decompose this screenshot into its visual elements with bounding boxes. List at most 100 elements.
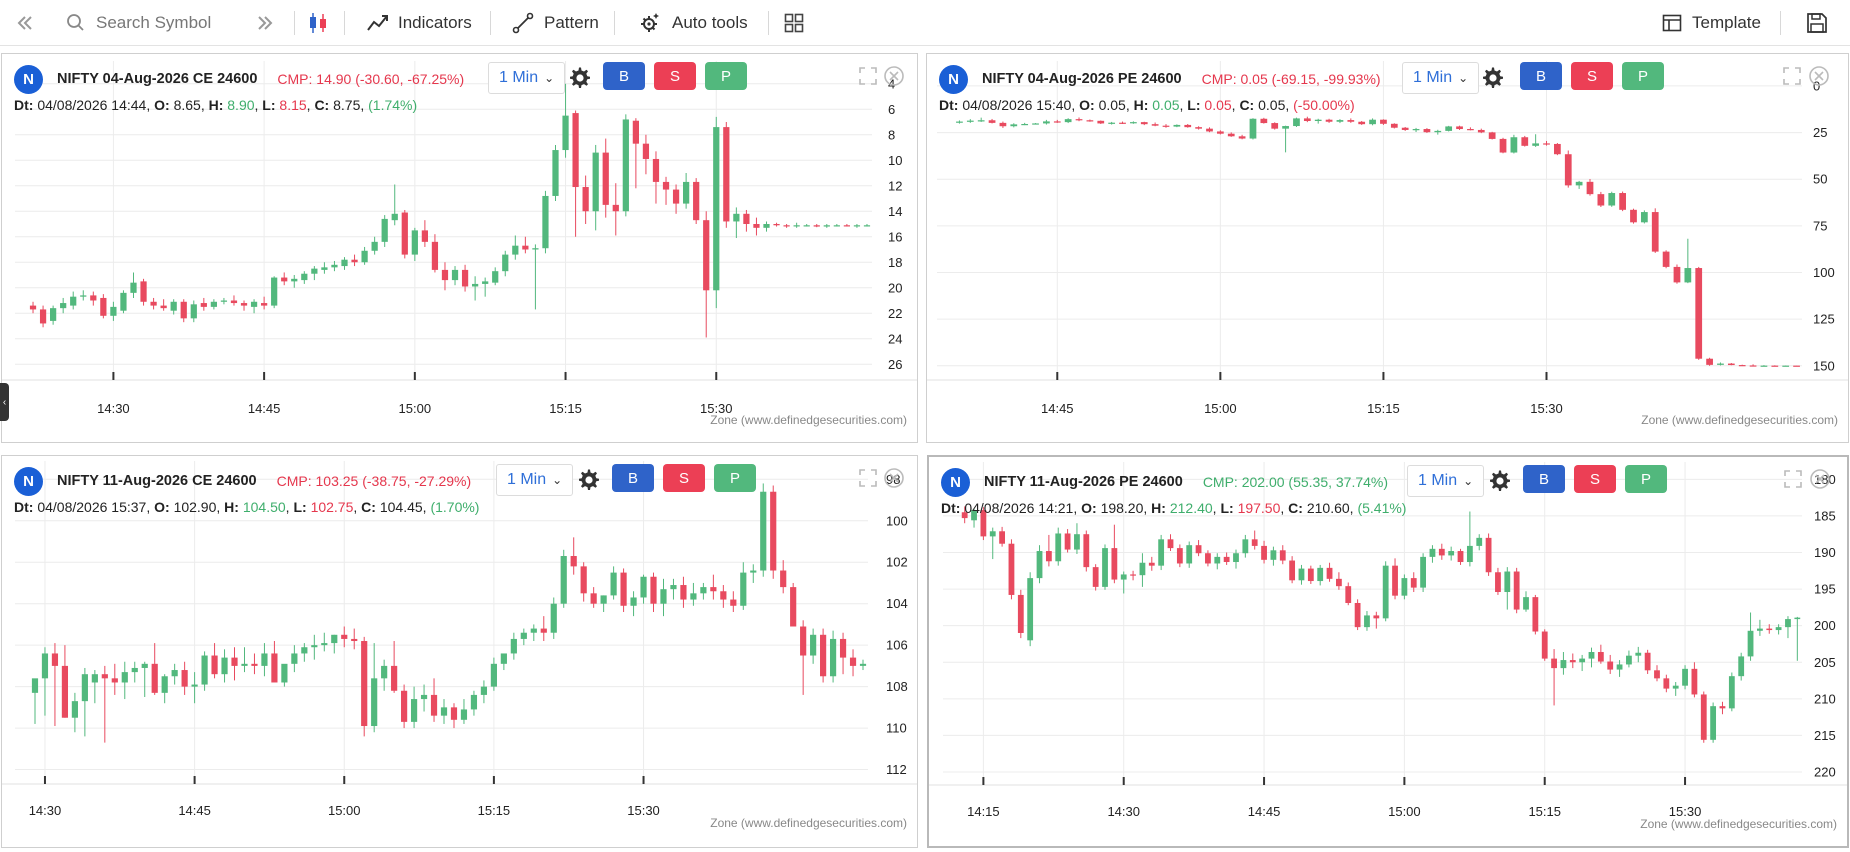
candle-body <box>1364 615 1370 628</box>
indicators-button[interactable]: Indicators <box>366 0 472 46</box>
candle-body <box>1336 120 1344 122</box>
candle <box>833 224 840 227</box>
candle <box>1684 238 1692 284</box>
buy-button[interactable]: B <box>603 62 645 90</box>
buy-button[interactable]: B <box>1520 62 1562 90</box>
candle-body <box>1457 551 1464 563</box>
chart-panel[interactable]: 26 24 22 20 18 16 14 12 10 8 6 4 14:30 14:45 15:00 15:1… <box>1 53 918 443</box>
symbol-title[interactable]: NIFTY 04-Aug-2026 CE 24600 <box>57 71 258 87</box>
panel-header: N NIFTY 11-Aug-2026 CE 24600 CMP: 103.25… <box>14 465 471 497</box>
candle <box>1401 126 1409 131</box>
candle <box>181 661 188 695</box>
close-icon[interactable] <box>1807 64 1831 88</box>
candlestick-chart[interactable]: 26 24 22 20 18 16 14 12 10 8 6 4 14:30 14:45 15:00 15:1… <box>2 54 918 443</box>
buy-button[interactable]: B <box>612 464 654 492</box>
candlestick-chart[interactable]: 1121101081061041021009814:3014:4515:0015… <box>2 456 918 848</box>
chart-panel[interactable]: 1121101081061041021009814:3014:4515:0015… <box>1 455 918 848</box>
candle <box>91 670 98 704</box>
sell-button[interactable]: S <box>1574 465 1616 493</box>
chart-panel[interactable]: 150 125 100 75 50 25 0 14:45 15:00 15:15 15:30 N N… <box>926 53 1849 443</box>
close-icon[interactable] <box>1808 467 1832 491</box>
candle-body <box>1756 628 1763 631</box>
expand-right-button[interactable] <box>254 0 276 46</box>
candle-body <box>472 283 479 287</box>
candle-body <box>1184 124 1192 128</box>
pattern-button[interactable]: Pattern <box>512 0 599 46</box>
sell-button[interactable]: S <box>663 464 705 492</box>
template-button[interactable]: Template <box>1662 0 1761 46</box>
save-layout-button[interactable] <box>1806 0 1828 46</box>
candle-body <box>783 225 790 227</box>
symbol-title[interactable]: NIFTY 04-Aug-2026 PE 24600 <box>982 71 1182 87</box>
expand-icon[interactable] <box>856 64 880 88</box>
candle-body <box>720 591 727 600</box>
exchange-badge: N <box>14 64 43 94</box>
chart-type-button[interactable] <box>306 0 330 46</box>
candle-body <box>790 587 797 627</box>
candle <box>580 562 587 602</box>
timeframe-select[interactable]: 1 Min ⌄ <box>496 464 574 496</box>
gear-icon[interactable] <box>1488 469 1512 493</box>
candle-body <box>220 300 228 302</box>
candle-body <box>411 230 418 255</box>
candle <box>420 684 428 712</box>
candle <box>180 299 187 323</box>
candle-body <box>1238 136 1246 139</box>
y-tick-label: 220 <box>1814 765 1836 780</box>
auto-tools-button[interactable]: Auto tools <box>638 0 748 46</box>
candlestick-chart[interactable]: 150 125 100 75 50 25 0 14:45 15:00 15:15 15:30 <box>927 54 1849 443</box>
candle <box>210 299 217 310</box>
expand-icon[interactable] <box>1781 467 1805 491</box>
candle-body <box>813 225 820 227</box>
buy-button[interactable]: B <box>1523 465 1565 493</box>
collapse-left-button[interactable] <box>14 0 36 46</box>
gear-icon[interactable] <box>577 468 601 492</box>
y-tick-label: 22 <box>888 306 902 321</box>
position-button[interactable]: P <box>705 62 747 90</box>
timeframe-select[interactable]: 1 Min ⌄ <box>1402 62 1480 94</box>
close-icon[interactable] <box>882 64 906 88</box>
symbol-title[interactable]: NIFTY 11-Aug-2026 CE 24600 <box>57 473 257 489</box>
candle-body <box>582 187 589 212</box>
candle <box>90 291 97 306</box>
expand-icon[interactable] <box>1780 64 1804 88</box>
candle-body <box>371 241 378 251</box>
layout-button[interactable] <box>784 0 804 46</box>
expand-icon[interactable] <box>856 466 880 490</box>
candle-body <box>1354 602 1361 628</box>
candle-body <box>1027 578 1034 641</box>
candle <box>430 678 438 722</box>
x-tick-label: 14:45 <box>248 401 281 416</box>
candle <box>703 211 710 338</box>
candle <box>31 678 39 724</box>
chart-panel[interactable]: 220 215 210 205 200 195 190 185 180 14:15 14:30 14:… <box>927 455 1849 848</box>
symbol-search[interactable] <box>66 0 246 46</box>
candle <box>1223 552 1230 565</box>
candle-body <box>1738 656 1745 677</box>
candle-body <box>1635 652 1642 656</box>
position-button[interactable]: P <box>1622 62 1664 90</box>
candle <box>1457 548 1464 565</box>
gear-icon[interactable] <box>1481 66 1505 90</box>
timeframe-select[interactable]: 1 Min ⌄ <box>488 62 566 94</box>
y-tick-label: 110 <box>886 721 907 736</box>
candle-body <box>1216 131 1224 134</box>
candle-body <box>1608 193 1616 206</box>
candle <box>1640 210 1648 224</box>
search-input[interactable] <box>96 13 246 33</box>
timeframe-select[interactable]: 1 Min ⌄ <box>1407 465 1485 497</box>
x-tick-label: 15:30 <box>700 401 733 416</box>
candle <box>1521 135 1529 147</box>
sell-button[interactable]: S <box>1571 62 1613 90</box>
candle-body <box>90 295 97 301</box>
gear-icon[interactable] <box>568 66 592 90</box>
close-icon[interactable] <box>882 466 906 490</box>
side-collapse-tab[interactable]: ‹ <box>0 383 9 421</box>
symbol-title[interactable]: NIFTY 11-Aug-2026 PE 24600 <box>984 474 1183 490</box>
candle <box>1195 540 1202 557</box>
candlestick-chart[interactable]: 220 215 210 205 200 195 190 185 180 14:15 14:30 14:… <box>929 457 1849 848</box>
candle-body <box>170 301 177 311</box>
position-button[interactable]: P <box>714 464 756 492</box>
position-button[interactable]: P <box>1625 465 1667 493</box>
sell-button[interactable]: S <box>654 62 696 90</box>
